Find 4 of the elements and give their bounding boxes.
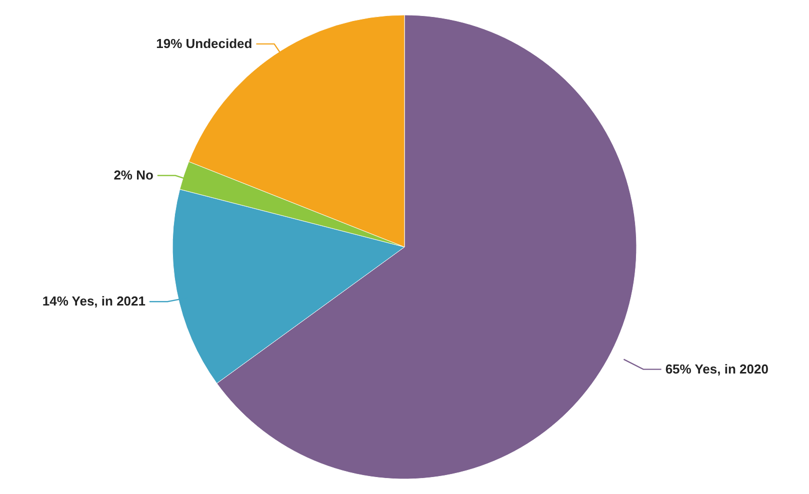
slice-label: 65% Yes, in 2020 bbox=[665, 361, 768, 376]
slice-label: 14% Yes, in 2021 bbox=[42, 294, 146, 309]
slice-label: 2% No bbox=[114, 168, 154, 183]
slice-label: 19% Undecided bbox=[156, 36, 252, 51]
